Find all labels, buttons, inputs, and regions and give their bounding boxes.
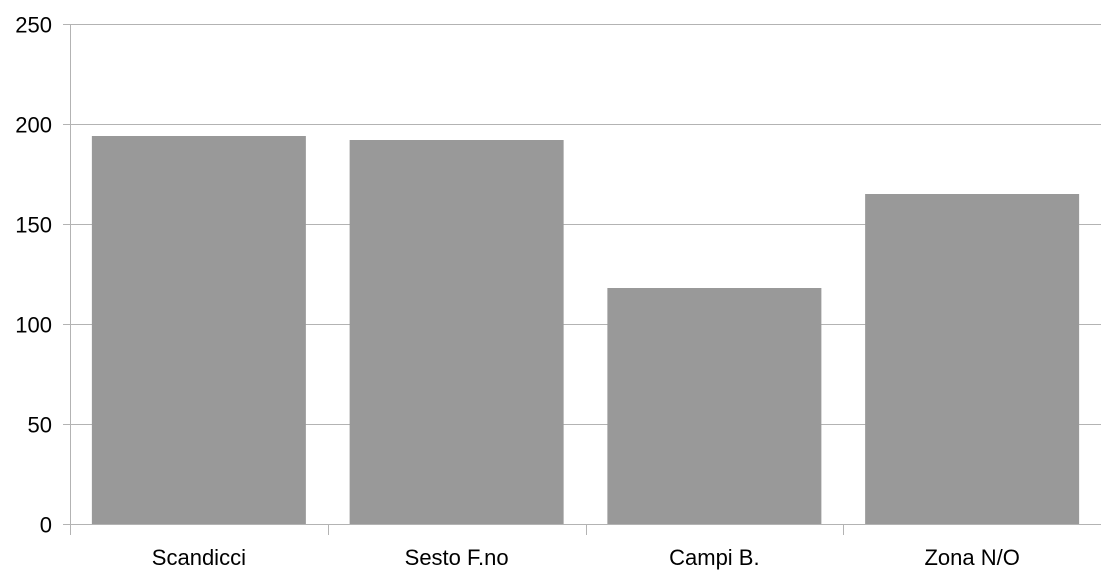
bar-scandicci bbox=[91, 136, 306, 524]
bar-sesto-f-no bbox=[349, 140, 564, 524]
y-tick-label: 250 bbox=[15, 13, 52, 38]
x-tick-label: Sesto F.no bbox=[405, 545, 509, 570]
x-tick-label: Scandicci bbox=[152, 545, 246, 570]
x-tick-label: Zona N/O bbox=[924, 545, 1019, 570]
tick-labels: 0 50 100 150 200 250 Scandicci Sesto F.no Campi … bbox=[15, 13, 1020, 571]
y-tick-label: 100 bbox=[15, 313, 52, 338]
axes bbox=[63, 24, 1101, 535]
y-tick-label: 0 bbox=[40, 513, 52, 538]
bar-campi-b bbox=[607, 288, 822, 524]
y-tick-label: 150 bbox=[15, 213, 52, 238]
x-tick-label: Campi B. bbox=[669, 545, 759, 570]
bars bbox=[91, 136, 1080, 524]
bar-zona-n-o bbox=[865, 194, 1080, 524]
y-tick-label: 50 bbox=[28, 413, 52, 438]
y-tick-label: 200 bbox=[15, 113, 52, 138]
